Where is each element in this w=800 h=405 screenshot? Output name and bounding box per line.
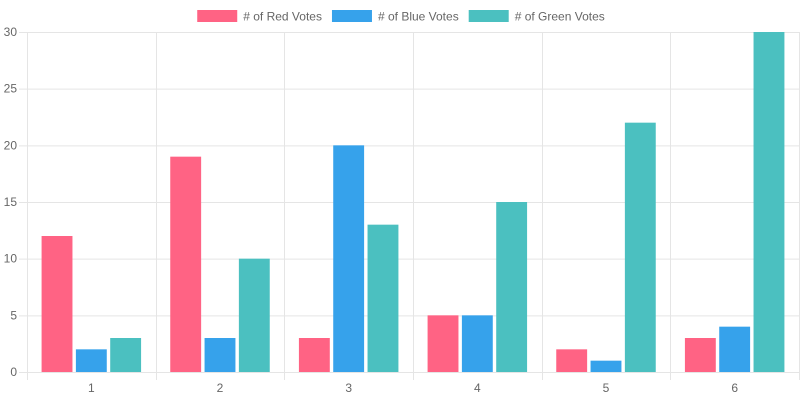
legend: # of Red Votes # of Blue Votes # of Green … [197,10,605,24]
bars [41,32,785,373]
y-tick-label: 0 [10,365,17,379]
legend-swatch [331,10,372,22]
bar-green-1[interactable] [110,338,142,372]
bar-blue-2[interactable] [204,338,236,372]
y-tick-label: 5 [10,308,17,322]
bar-green-5[interactable] [624,122,656,373]
y-tick-label: 25 [4,82,18,96]
bar-blue-6[interactable] [719,326,751,372]
x-tick-label: 1 [88,381,95,395]
bar-blue-3[interactable] [333,145,365,372]
bar-green-2[interactable] [238,258,270,372]
legend-swatch [197,10,238,22]
bar-green-4[interactable] [496,202,528,372]
y-tick-label: 20 [4,138,18,152]
x-axis: 1 2 3 4 5 6 [88,381,738,395]
bar-red-6[interactable] [684,338,716,372]
bar-green-3[interactable] [367,224,399,372]
legend-item[interactable]: # of Blue Votes [331,10,459,24]
bar-red-5[interactable] [556,349,588,372]
grid [19,32,800,380]
legend-item[interactable]: # of Green Votes [468,10,605,24]
bar-blue-1[interactable] [75,349,107,372]
y-tick-label: 10 [4,252,18,266]
bar-red-2[interactable] [170,156,202,372]
bar-blue-5[interactable] [590,360,622,372]
bar-red-3[interactable] [298,338,330,372]
x-tick-label: 6 [731,381,738,395]
x-tick-label: 4 [474,381,481,395]
legend-label: # of Blue Votes [378,10,459,24]
bar-red-4[interactable] [427,315,459,372]
legend-label: # of Green Votes [515,10,605,24]
x-tick-label: 3 [345,381,352,395]
bar-red-1[interactable] [41,236,73,372]
legend-swatch [468,10,509,22]
y-tick-label: 30 [4,25,18,39]
x-tick-label: 2 [217,381,224,395]
y-tick-label: 15 [4,195,18,209]
x-tick-label: 5 [603,381,610,395]
y-axis: 0 5 10 15 20 25 30 [4,25,18,379]
bar-blue-4[interactable] [461,315,493,372]
bar-green-6[interactable] [753,32,785,372]
legend-item[interactable]: # of Red Votes [197,10,322,24]
legend-label: # of Red Votes [243,10,322,24]
